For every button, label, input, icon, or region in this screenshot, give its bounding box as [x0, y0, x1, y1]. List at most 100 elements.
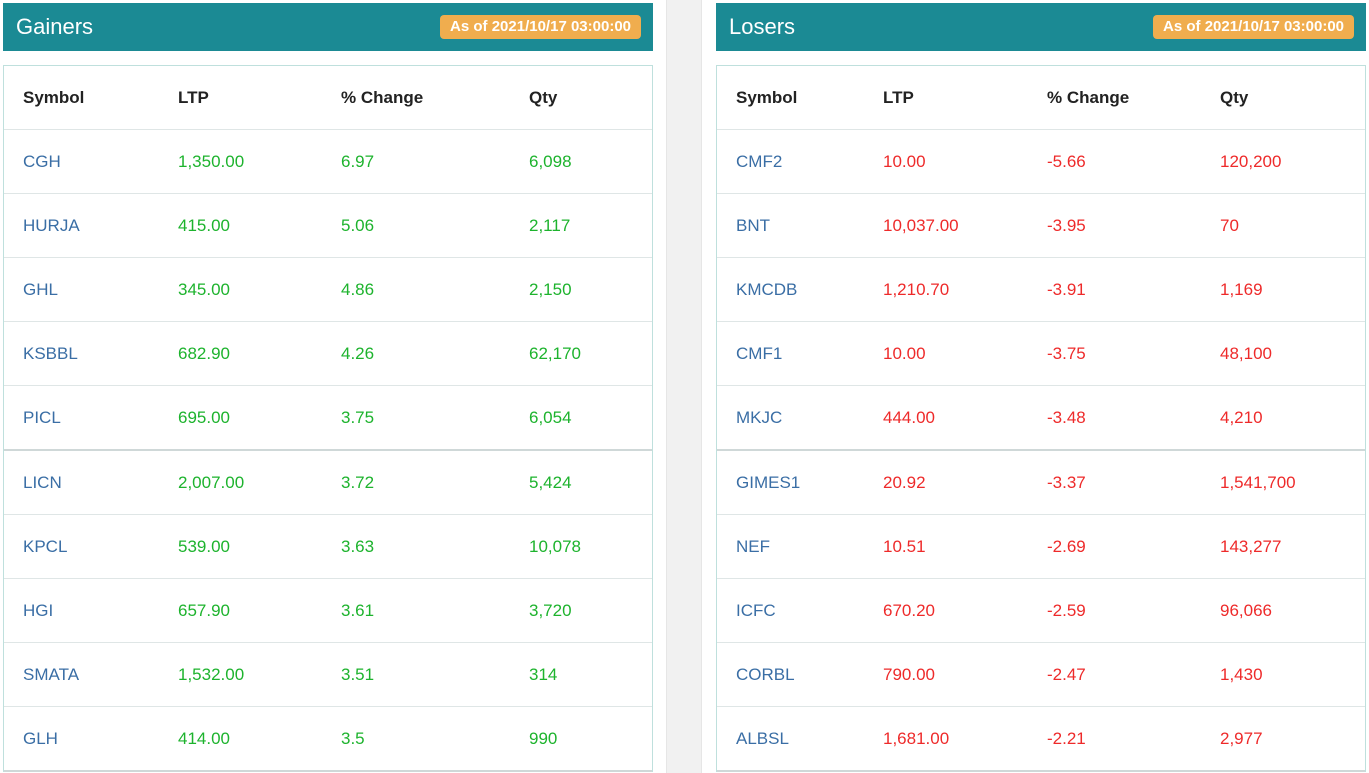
change-cell: 4.86: [322, 257, 510, 322]
losers-header: Losers As of 2021/10/17 03:00:00: [716, 3, 1366, 51]
column-header-change[interactable]: % Change: [322, 66, 510, 130]
gainers-panel: Gainers As of 2021/10/17 03:00:00 Symbol…: [3, 3, 653, 773]
symbol-cell[interactable]: ICFC: [717, 578, 864, 643]
ltp-cell: 10.00: [864, 321, 1028, 386]
ltp-cell: 657.90: [159, 578, 322, 643]
gainers-header: Gainers As of 2021/10/17 03:00:00: [3, 3, 653, 51]
change-cell: -2.69: [1028, 514, 1201, 579]
change-cell: -2.59: [1028, 578, 1201, 643]
qty-cell: 70: [1201, 193, 1365, 258]
column-header-change[interactable]: % Change: [1028, 66, 1201, 130]
change-cell: -3.37: [1028, 450, 1201, 515]
symbol-cell[interactable]: NEF: [717, 514, 864, 579]
ltp-cell: 414.00: [159, 706, 322, 772]
table-row[interactable]: KPCL 539.00 3.63 10,078: [4, 514, 652, 579]
table-row[interactable]: KMCDB 1,210.70 -3.91 1,169: [717, 257, 1365, 322]
change-cell: -3.48: [1028, 385, 1201, 451]
losers-table-container: Symbol LTP % Change Qty CMF2 10.00 -5.66 12…: [716, 65, 1366, 772]
qty-cell: 48,100: [1201, 321, 1365, 386]
ltp-cell: 682.90: [159, 321, 322, 386]
column-header-qty[interactable]: Qty: [510, 66, 652, 130]
change-cell: -5.66: [1028, 129, 1201, 194]
symbol-cell[interactable]: PICL: [4, 385, 159, 451]
ltp-cell: 10,037.00: [864, 193, 1028, 258]
symbol-cell[interactable]: BNT: [717, 193, 864, 258]
qty-cell: 2,150: [510, 257, 652, 322]
symbol-cell[interactable]: GIMES1: [717, 450, 864, 515]
qty-cell: 990: [510, 706, 652, 772]
symbol-cell[interactable]: SMATA: [4, 642, 159, 707]
symbol-cell[interactable]: KSBBL: [4, 321, 159, 386]
ltp-cell: 670.20: [864, 578, 1028, 643]
symbol-cell[interactable]: HGI: [4, 578, 159, 643]
change-cell: 3.72: [322, 450, 510, 515]
symbol-cell[interactable]: HURJA: [4, 193, 159, 258]
table-row[interactable]: CORBL 790.00 -2.47 1,430: [717, 642, 1365, 707]
symbol-cell[interactable]: LICN: [4, 450, 159, 515]
table-row[interactable]: LICN 2,007.00 3.72 5,424: [4, 450, 652, 515]
ltp-cell: 1,350.00: [159, 129, 322, 194]
table-row[interactable]: GHL 345.00 4.86 2,150: [4, 257, 652, 322]
column-header-ltp[interactable]: LTP: [159, 66, 322, 130]
qty-cell: 2,977: [1201, 706, 1365, 772]
ltp-cell: 20.92: [864, 450, 1028, 515]
table-row[interactable]: KSBBL 682.90 4.26 62,170: [4, 321, 652, 386]
table-row[interactable]: ICFC 670.20 -2.59 96,066: [717, 578, 1365, 643]
ltp-cell: 415.00: [159, 193, 322, 258]
change-cell: -2.47: [1028, 642, 1201, 707]
symbol-cell[interactable]: CMF1: [717, 321, 864, 386]
change-cell: -3.91: [1028, 257, 1201, 322]
column-header-ltp[interactable]: LTP: [864, 66, 1028, 130]
qty-cell: 120,200: [1201, 129, 1365, 194]
change-cell: 6.97: [322, 129, 510, 194]
losers-title: Losers: [729, 14, 796, 39]
change-cell: 3.63: [322, 514, 510, 579]
change-cell: 4.26: [322, 321, 510, 386]
table-row[interactable]: HGI 657.90 3.61 3,720: [4, 578, 652, 643]
table-row[interactable]: CMF1 10.00 -3.75 48,100: [717, 321, 1365, 386]
table-row[interactable]: GIMES1 20.92 -3.37 1,541,700: [717, 450, 1365, 515]
column-header-symbol[interactable]: Symbol: [4, 66, 159, 130]
symbol-cell[interactable]: ALBSL: [717, 706, 864, 772]
table-row[interactable]: MKJC 444.00 -3.48 4,210: [717, 385, 1365, 451]
qty-cell: 143,277: [1201, 514, 1365, 579]
ltp-cell: 345.00: [159, 257, 322, 322]
table-row[interactable]: NEF 10.51 -2.69 143,277: [717, 514, 1365, 579]
ltp-cell: 790.00: [864, 642, 1028, 707]
table-row[interactable]: PICL 695.00 3.75 6,054: [4, 385, 652, 451]
ltp-cell: 1,210.70: [864, 257, 1028, 322]
symbol-cell[interactable]: KMCDB: [717, 257, 864, 322]
symbol-cell[interactable]: GHL: [4, 257, 159, 322]
ltp-cell: 695.00: [159, 385, 322, 451]
qty-cell: 6,054: [510, 385, 652, 451]
symbol-cell[interactable]: CMF2: [717, 129, 864, 194]
change-cell: -3.75: [1028, 321, 1201, 386]
qty-cell: 2,117: [510, 193, 652, 258]
symbol-cell[interactable]: MKJC: [717, 385, 864, 451]
symbol-cell[interactable]: CORBL: [717, 642, 864, 707]
table-row[interactable]: CMF2 10.00 -5.66 120,200: [717, 129, 1365, 194]
change-cell: 3.61: [322, 578, 510, 643]
column-header-qty[interactable]: Qty: [1201, 66, 1365, 130]
table-row[interactable]: SMATA 1,532.00 3.51 314: [4, 642, 652, 707]
symbol-cell[interactable]: GLH: [4, 706, 159, 772]
qty-cell: 1,430: [1201, 642, 1365, 707]
losers-as-of-badge: As of 2021/10/17 03:00:00: [1153, 15, 1354, 39]
table-row[interactable]: HURJA 415.00 5.06 2,117: [4, 193, 652, 258]
symbol-cell[interactable]: KPCL: [4, 514, 159, 579]
qty-cell: 96,066: [1201, 578, 1365, 643]
ltp-cell: 1,532.00: [159, 642, 322, 707]
panel-divider: [666, 0, 702, 773]
gainers-header-row: Symbol LTP % Change Qty: [4, 66, 652, 130]
change-cell: 3.75: [322, 385, 510, 451]
change-cell: -2.21: [1028, 706, 1201, 772]
column-header-symbol[interactable]: Symbol: [717, 66, 864, 130]
qty-cell: 62,170: [510, 321, 652, 386]
table-row[interactable]: ALBSL 1,681.00 -2.21 2,977: [717, 706, 1365, 772]
symbol-cell[interactable]: CGH: [4, 129, 159, 194]
gainers-title: Gainers: [16, 14, 94, 39]
table-row[interactable]: GLH 414.00 3.5 990: [4, 706, 652, 772]
qty-cell: 4,210: [1201, 385, 1365, 451]
table-row[interactable]: CGH 1,350.00 6.97 6,098: [4, 129, 652, 194]
table-row[interactable]: BNT 10,037.00 -3.95 70: [717, 193, 1365, 258]
